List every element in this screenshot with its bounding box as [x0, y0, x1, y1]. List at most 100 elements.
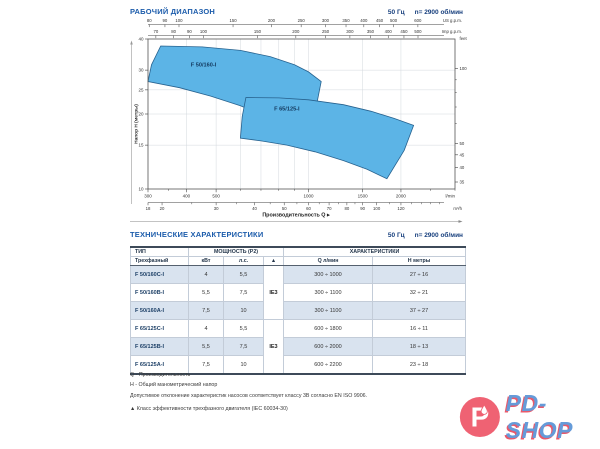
spec-table-body: F 50/160C-I 4 5,5 IE3 300 ÷ 1000 27 ÷ 16 F 50/…: [130, 265, 467, 375]
kw-cell: 4: [188, 319, 224, 338]
us-gpm-tick-label: 200: [268, 18, 276, 23]
hp-cell: 7,5: [223, 283, 264, 302]
hp-cell: 10: [223, 355, 264, 375]
imp-gpm-tick-label: 90: [187, 29, 192, 34]
imp-gpm-tick-label: 250: [322, 29, 330, 34]
kw-cell: 4: [188, 265, 224, 284]
lmin-tick-label: 500: [212, 194, 220, 199]
tech-specs-title: ТЕХНИЧЕСКИЕ ХАРАКТЕРИСТИКИ: [130, 230, 264, 239]
frequency-label: 50 Гц: [387, 232, 405, 239]
footnote: ▲ Класс эффективности трехфазного двигат…: [130, 405, 288, 412]
model-cell: F 50/160A-I: [130, 301, 189, 320]
us-gpm-tick-label: 500: [390, 18, 398, 23]
footnote: Допустимое отклонение характеристик насо…: [130, 392, 368, 399]
spec-table-head: ТИП МОЩНОСТЬ (P2) ХАРАКТЕРИСТИКИ Трехфаз…: [130, 246, 467, 266]
drop-icon: [480, 403, 488, 415]
h-range-cell: 32 ÷ 21: [371, 283, 467, 302]
model-cell: F 65/125C-I: [130, 319, 189, 338]
m3h-unit-label: m³/h: [453, 206, 462, 211]
kw-cell: 5,5: [188, 283, 224, 302]
imp-gpm-tick-label: 300: [346, 29, 354, 34]
left-tick-label: 40: [138, 37, 144, 42]
lmin-tick-label: 1000: [304, 194, 315, 199]
h-range-cell: 27 ÷ 16: [371, 265, 467, 284]
h-range-cell: 37 ÷ 27: [371, 301, 467, 320]
tech-specs-header: ТЕХНИЧЕСКИЕ ХАРАКТЕРИСТИКИ 50 Гц n= 2900…: [130, 230, 463, 239]
speed-label: n= 2900 об/мин: [414, 232, 463, 239]
imp-gpm-tick-label: 400: [385, 29, 393, 34]
spec-row: F 65/125B-I 5,5 7,5 600 ÷ 2000 18 ÷ 13: [130, 337, 467, 356]
model-cell: F 65/125B-I: [130, 337, 189, 356]
col-kw-header: кВт: [188, 256, 224, 266]
col-q-header: Q л/мин: [283, 256, 373, 266]
q-range-cell: 300 ÷ 1000: [283, 265, 373, 284]
region-F-65-125-I: [239, 97, 415, 180]
m3h-tick-label: 60: [306, 206, 311, 211]
m3h-tick-label: 80: [344, 206, 349, 211]
m3h-tick-label: 30: [214, 206, 219, 211]
kw-cell: 7,5: [188, 301, 224, 320]
pd-shop-logo: P PD-SHOP: [459, 390, 600, 444]
col-type-header: ТИП: [130, 246, 189, 257]
tech-specs-meta: 50 Гц n= 2900 об/мин: [388, 232, 463, 239]
us-gpm-tick-label: 90: [163, 18, 168, 23]
left-tick-label: 15: [138, 143, 144, 148]
imp-gpm-tick-label: 350: [367, 29, 375, 34]
y-axis-title: Напор H (метры): [134, 104, 140, 144]
us-gpm-tick-label: 350: [342, 18, 350, 23]
x-axis-arrow-head: [458, 220, 463, 223]
lmin-tick-label: 400: [183, 194, 191, 199]
imp-gpm-tick-label: 450: [400, 29, 408, 34]
hp-cell: 10: [223, 301, 264, 320]
kw-cell: 5,5: [188, 337, 224, 356]
spec-row: F 65/125C-I 4 5,5 IE3 600 ÷ 1800 16 ÷ 11: [130, 319, 467, 375]
spec-row: F 50/160B-I 5,5 7,5 300 ÷ 1100 32 ÷ 21: [130, 283, 467, 302]
feet-tick-label: 40: [460, 165, 465, 170]
lmin-tick-label: 1500: [358, 194, 369, 199]
col-power-header: МОЩНОСТЬ (P2): [188, 246, 284, 257]
us-gpm-tick-label: 400: [360, 18, 368, 23]
x-axis-title: Производительность Q ▸: [262, 213, 330, 219]
lmin-tick-label: 300: [144, 194, 152, 199]
q-range-cell: 600 ÷ 2000: [283, 337, 373, 356]
region-label: F 50/160-I: [191, 63, 217, 69]
q-range-cell: 600 ÷ 1800: [283, 319, 373, 338]
working-range-meta: 50 Гц n= 2900 об/мин: [388, 9, 463, 16]
us-gpm-tick-label: 150: [229, 18, 237, 23]
hp-cell: 5,5: [223, 265, 264, 284]
efficiency-class-cell: IE3: [263, 319, 284, 375]
imp-gpm-tick-label: 150: [254, 29, 262, 34]
us-gpm-unit-label: US g.p.m.: [443, 18, 462, 23]
us-gpm-tick-label: 600: [414, 18, 422, 23]
q-range-cell: 300 ÷ 1100: [283, 283, 373, 302]
hp-cell: 7,5: [223, 337, 264, 356]
hp-cell: 5,5: [223, 319, 264, 338]
footnotes: Q - Производительность H - Общий манометр…: [130, 372, 470, 416]
h-range-cell: 16 ÷ 11: [371, 319, 467, 338]
m3h-tick-label: 50: [282, 206, 287, 211]
footnote: H - Общий манометрический напор: [130, 382, 218, 389]
logo-text: PD-SHOP: [505, 390, 573, 443]
lmin-unit-label: l/min: [445, 194, 455, 199]
working-range-title: РАБОЧИЙ ДИАПАЗОН: [130, 7, 216, 16]
pd-shop-logo-icon: P: [459, 396, 500, 438]
col-hp-header: л.с.: [223, 256, 264, 266]
frequency-label: 50 Гц: [387, 9, 405, 16]
imp-gpm-tick-label: 100: [200, 29, 208, 34]
model-cell: F 50/160B-I: [130, 283, 189, 302]
us-gpm-tick-label: 250: [298, 18, 306, 23]
spec-table: ТИП МОЩНОСТЬ (P2) ХАРАКТЕРИСТИКИ Трехфаз…: [130, 246, 467, 375]
footnote: Q - Производительность: [130, 372, 191, 378]
q-range-cell: 300 ÷ 1100: [283, 301, 373, 320]
col-h-header: H метры: [371, 256, 467, 266]
working-range-chart: F 50/160-I F 65/125-I 40 30 25 20 15 10 Напор H …: [130, 18, 467, 223]
m3h-tick-label: 40: [252, 206, 257, 211]
spec-row: F 65/125A-I 7,5 10 600 ÷ 2200 23 ÷ 18: [130, 355, 467, 375]
imp-gpm-tick-label: 200: [292, 29, 300, 34]
col-phase-header: Трехфазный: [130, 256, 189, 266]
feet-tick-label: 35: [460, 180, 465, 185]
efficiency-class-cell: IE3: [263, 265, 284, 320]
m3h-tick-label: 20: [160, 206, 165, 211]
feet-tick-label: 50: [460, 141, 465, 146]
